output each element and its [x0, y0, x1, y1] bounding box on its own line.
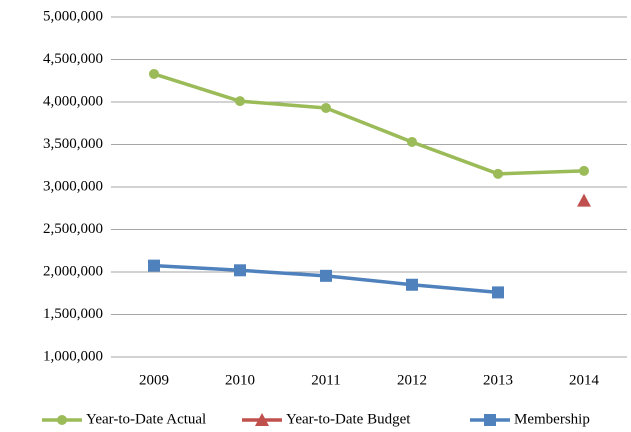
legend-label: Year-to-Date Budget — [286, 411, 411, 427]
legend-marker — [255, 413, 269, 426]
data-point — [235, 96, 245, 107]
data-point — [149, 68, 159, 79]
x-tick-label: 2013 — [483, 372, 513, 388]
legend-marker — [57, 415, 67, 425]
data-point — [577, 193, 591, 207]
x-tick-label: 2009 — [139, 372, 169, 388]
data-point — [407, 136, 417, 147]
y-tick-label: 3,500,000 — [43, 136, 103, 152]
legend-label: Year-to-Date Actual — [86, 411, 206, 427]
y-tick-label: 3,000,000 — [43, 178, 103, 194]
y-tick-label: 1,000,000 — [43, 348, 103, 364]
x-tick-label: 2014 — [569, 372, 600, 388]
x-tick-label: 2010 — [225, 372, 255, 388]
data-point — [148, 259, 160, 272]
y-tick-label: 2,500,000 — [43, 221, 103, 237]
data-point — [234, 264, 246, 277]
y-tick-label: 4,000,000 — [43, 93, 103, 109]
y-tick-label: 4,500,000 — [43, 51, 103, 67]
legend-marker — [484, 414, 496, 426]
series-line — [153, 72, 585, 176]
data-point — [406, 278, 418, 291]
legend-label: Membership — [514, 411, 590, 427]
y-tick-label: 2,000,000 — [43, 263, 103, 279]
data-point — [492, 286, 504, 299]
y-tick-label: 5,000,000 — [43, 8, 103, 24]
data-point — [579, 165, 589, 176]
y-tick-label: 1,500,000 — [43, 306, 103, 322]
data-point — [493, 168, 503, 179]
data-point — [320, 269, 332, 282]
x-tick-label: 2011 — [311, 372, 340, 388]
x-tick-label: 2012 — [397, 372, 427, 388]
data-point — [321, 102, 331, 113]
